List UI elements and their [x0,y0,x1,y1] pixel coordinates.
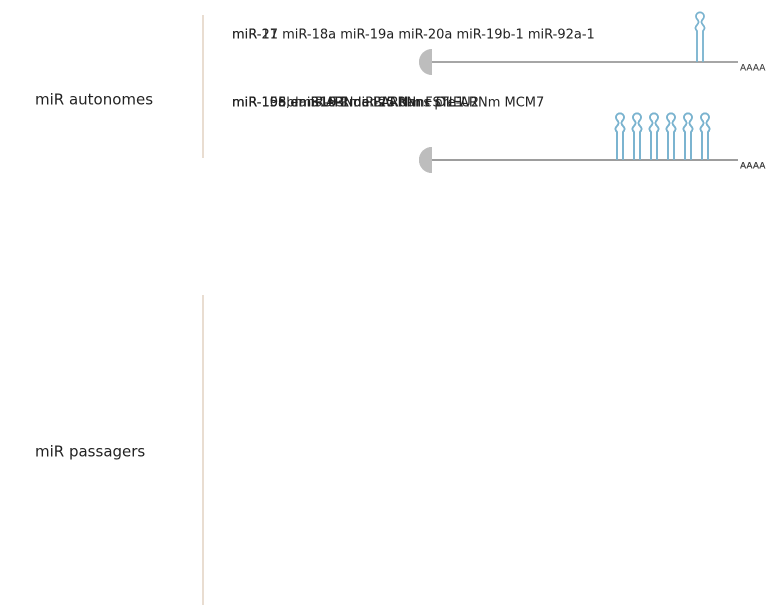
poly-a-tail: AAAA [740,162,766,172]
hairpin [699,112,711,160]
group-label: miR passagers [35,443,145,461]
poly-a-tail: AAAA [740,64,766,74]
cap [419,49,432,75]
poly-a-tail: AAAA [740,162,766,172]
poly-a-tail: AAAA [740,162,766,172]
item-label: miR-21 [232,28,278,43]
item-label: miR-155 dans ARNnc BIC [232,96,395,111]
hairpin [648,112,660,160]
poly-a-tail: AAAA [740,64,766,74]
group-label: miR autonomes [35,91,153,109]
item-label: miR-17 miR-18a miR-19a miR-20a miR-19b-1… [232,28,595,43]
cap [419,147,432,173]
poly-a-tail: AAAA [740,162,766,172]
hairpin [682,112,694,160]
hairpin [631,112,643,160]
item-label: miR-106b miR-93 miR-25 dans pre-ARNm MCM… [232,96,544,111]
item-label: miR-198 en 3'UTR de l'ARNm FSTL1 [232,96,464,111]
hairpin [694,11,706,62]
hairpin [665,112,677,160]
item-label: miR-15a, miR16-1 dans ARNnc DLEU2 [232,96,479,111]
hairpin [614,112,626,160]
